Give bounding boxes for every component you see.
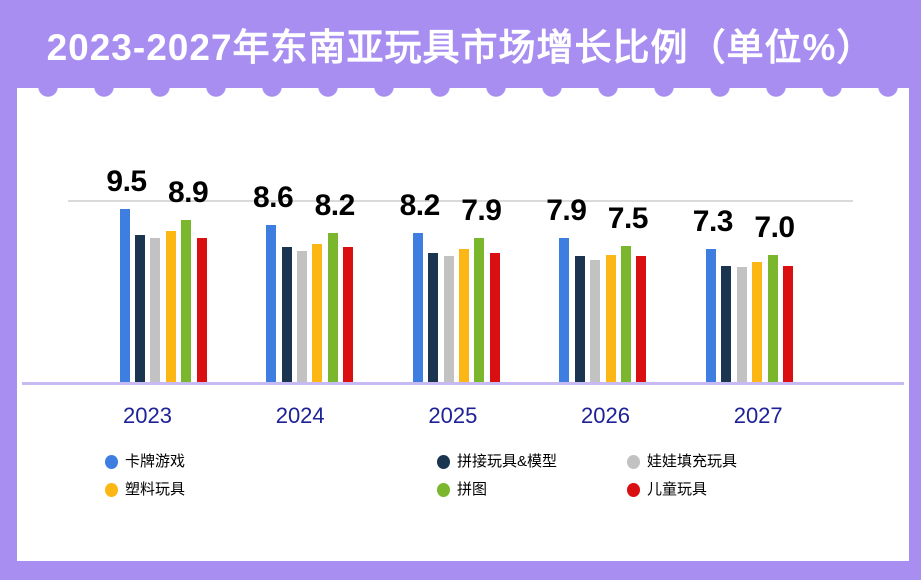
legend-item-拼接玩具&模型: 拼接玩具&模型 [437,451,557,473]
page-title: 2023-2027年东南亚玩具市场增长比例（单位%） [46,27,875,68]
value-label-2027-拼图: 7.0 [754,210,795,244]
bar-2025-卡牌游戏 [412,232,423,382]
legend-item-拼图: 拼图 [437,479,487,501]
bar-2025-拼图 [474,238,485,382]
legend-marker-icon [105,455,118,469]
bar-2024-塑料玩具 [312,243,323,382]
bar-2026-儿童玩具 [636,256,647,382]
bar-2025-拼接玩具&模型 [428,252,439,382]
legend-marker-icon [437,455,450,469]
value-label-2024-卡牌游戏: 8.6 [252,181,294,215]
x-axis-label-2023: 2023 [123,403,172,428]
bar-2026-塑料玩具 [605,254,616,382]
legend-item-娃娃填充玩具: 娃娃填充玩具 [627,451,737,473]
bar-2025-儿童玩具 [489,252,500,382]
value-label-2024-拼图: 8.2 [314,188,356,222]
bar-2024-儿童玩具 [343,247,354,382]
legend-marker-icon [627,483,640,497]
x-axis-label-2027: 2027 [733,403,783,428]
legend-label: 卡牌游戏 [125,453,186,470]
gridline-10 [68,200,853,202]
value-label-2023-卡牌游戏: 9.5 [106,165,147,199]
legend-label: 儿童玩具 [647,481,708,498]
legend-label: 拼接玩具&模型 [457,453,558,470]
bar-2027-拼图 [767,254,778,382]
bar-2027-卡牌游戏 [705,249,716,382]
legend-item-塑料玩具: 塑料玩具 [105,479,185,501]
bar-2023-拼接玩具&模型 [134,234,145,382]
legend-item-卡牌游戏: 卡牌游戏 [105,451,185,473]
x-axis-line [22,382,904,385]
value-label-2026-拼图: 7.5 [607,201,649,235]
bar-2026-拼接玩具&模型 [574,256,585,382]
legend-marker-icon [437,483,450,497]
value-label-2025-卡牌游戏: 8.2 [399,188,441,222]
stamp-edge-decoration [20,88,909,102]
bar-2027-拼接玩具&模型 [721,265,732,382]
x-axis-label-2024: 2024 [275,403,325,428]
bar-2023-拼图 [181,220,192,382]
bar-2026-娃娃填充玩具 [590,260,601,382]
bar-2027-娃娃填充玩具 [736,267,747,382]
legend-marker-icon [627,455,640,469]
x-axis-label-2025: 2025 [428,403,478,428]
value-label-2026-卡牌游戏: 7.9 [546,194,587,228]
bar-2025-娃娃填充玩具 [443,256,454,382]
legend-marker-icon [105,483,118,497]
bar-2023-塑料玩具 [165,230,176,382]
bar-2027-儿童玩具 [782,265,793,382]
bar-2024-卡牌游戏 [266,225,277,382]
bar-2023-卡牌游戏 [119,209,130,382]
bar-2025-塑料玩具 [458,249,469,382]
bar-2027-塑料玩具 [752,261,763,382]
bar-2024-拼图 [327,232,338,382]
bar-2026-拼图 [620,245,631,382]
value-label-2025-拼图: 7.9 [461,194,502,228]
legend-label: 娃娃填充玩具 [647,453,738,470]
legend-item-儿童玩具: 儿童玩具 [627,479,707,501]
x-axis-label-2026: 2026 [581,403,630,428]
chart-card: 9.5 8.9 8.6 8.2 8.2 7.9 7.9 7.5 7.3 7.0 2023 2024 2… [17,88,909,561]
legend-label: 塑料玩具 [125,481,186,498]
bar-2023-儿童玩具 [196,238,207,382]
value-label-2023-拼图: 8.9 [167,176,209,210]
bar-2024-拼接玩具&模型 [281,247,292,382]
bar-2026-卡牌游戏 [559,238,570,382]
value-label-2027-卡牌游戏: 7.3 [692,205,734,239]
bar-2024-娃娃填充玩具 [296,250,307,382]
title-banner: 2023-2027年东南亚玩具市场增长比例（单位%） [0,0,921,88]
bar-2023-娃娃填充玩具 [150,238,161,382]
legend-label: 拼图 [457,481,488,498]
